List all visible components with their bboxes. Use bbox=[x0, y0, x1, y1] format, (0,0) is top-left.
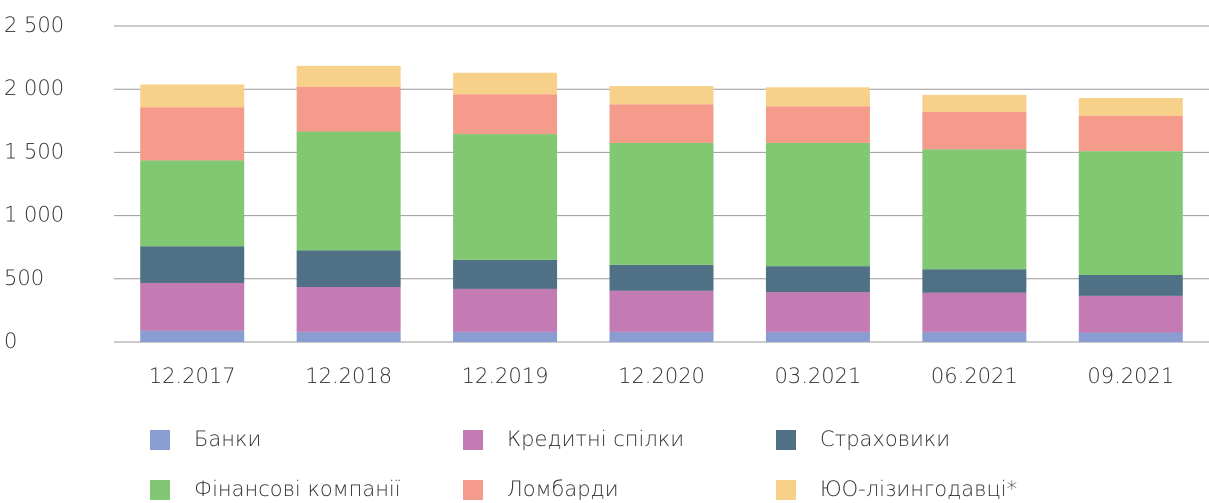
bar-segment bbox=[609, 290, 714, 332]
x-tick-label: 12.2017 bbox=[149, 364, 236, 388]
bar-segment bbox=[609, 142, 714, 265]
legend-swatch bbox=[150, 430, 170, 450]
bar-segment bbox=[296, 250, 401, 288]
bar-segment bbox=[922, 292, 1027, 332]
x-tick-label: 03.2021 bbox=[775, 364, 862, 388]
bar-segment bbox=[1078, 295, 1183, 333]
bar-segment bbox=[140, 246, 245, 283]
y-tick-label: 2 000 bbox=[4, 76, 64, 100]
x-tick-label: 12.2018 bbox=[305, 364, 392, 388]
y-tick-label: 1 000 bbox=[4, 203, 64, 227]
x-tick-label: 12.2020 bbox=[618, 364, 705, 388]
x-tick-label: 12.2019 bbox=[462, 364, 549, 388]
bar-segment bbox=[609, 86, 714, 105]
bar-segment bbox=[140, 160, 245, 247]
bar-segment bbox=[140, 107, 245, 161]
bar-segment bbox=[609, 331, 714, 342]
bar-segment bbox=[1078, 115, 1183, 152]
bar-segment bbox=[765, 87, 870, 107]
legend-label: Ломбарди bbox=[507, 477, 619, 501]
bar-segment bbox=[453, 288, 558, 332]
legend-swatch bbox=[150, 480, 170, 500]
bar-segment bbox=[296, 331, 401, 342]
legend-label: Фінансові компанії bbox=[194, 477, 401, 501]
bar-segment bbox=[765, 142, 870, 267]
bar-segment bbox=[1078, 98, 1183, 116]
bar-segment bbox=[296, 287, 401, 332]
y-tick-label: 500 bbox=[4, 266, 44, 290]
x-tick-label: 06.2021 bbox=[931, 364, 1018, 388]
bar-segment bbox=[609, 264, 714, 291]
bar-segment bbox=[453, 331, 558, 342]
bar-segment bbox=[140, 84, 245, 108]
bar-segment bbox=[453, 134, 558, 260]
bar-segment bbox=[765, 266, 870, 293]
legend-swatch bbox=[463, 480, 483, 500]
legend-swatch bbox=[776, 430, 796, 450]
y-tick-label: 1 500 bbox=[4, 139, 64, 163]
bar-segment bbox=[922, 111, 1027, 150]
bar-segment bbox=[609, 104, 714, 143]
bar-segment bbox=[453, 259, 558, 289]
legend-label: ЮО-лізингодавці* bbox=[820, 477, 1017, 501]
bar-segment bbox=[765, 106, 870, 143]
bar-segment bbox=[922, 331, 1027, 342]
bar-segment bbox=[765, 292, 870, 332]
bar-segment bbox=[140, 282, 245, 331]
bar-segment bbox=[453, 94, 558, 135]
bar-segment bbox=[296, 86, 401, 132]
legend-label: Кредитні спілки bbox=[507, 427, 684, 451]
bar-segment bbox=[1078, 332, 1183, 342]
bar-segment bbox=[140, 330, 245, 342]
legend-label: Банки bbox=[194, 427, 261, 451]
bar-segment bbox=[1078, 151, 1183, 276]
bar-segment bbox=[922, 94, 1027, 112]
bar-segment bbox=[453, 72, 558, 95]
x-tick-label: 09.2021 bbox=[1087, 364, 1174, 388]
bar-segment bbox=[922, 269, 1027, 293]
bar-segment bbox=[1078, 275, 1183, 296]
legend-label: Страховики bbox=[820, 427, 950, 451]
bar-segment bbox=[296, 131, 401, 251]
bar-segment bbox=[765, 331, 870, 342]
bar-segment bbox=[296, 65, 401, 87]
legend-swatch bbox=[463, 430, 483, 450]
y-tick-label: 2 500 bbox=[4, 13, 64, 37]
bar-segment bbox=[922, 149, 1027, 270]
y-tick-label: 0 bbox=[4, 329, 17, 353]
legend-swatch bbox=[776, 480, 796, 500]
